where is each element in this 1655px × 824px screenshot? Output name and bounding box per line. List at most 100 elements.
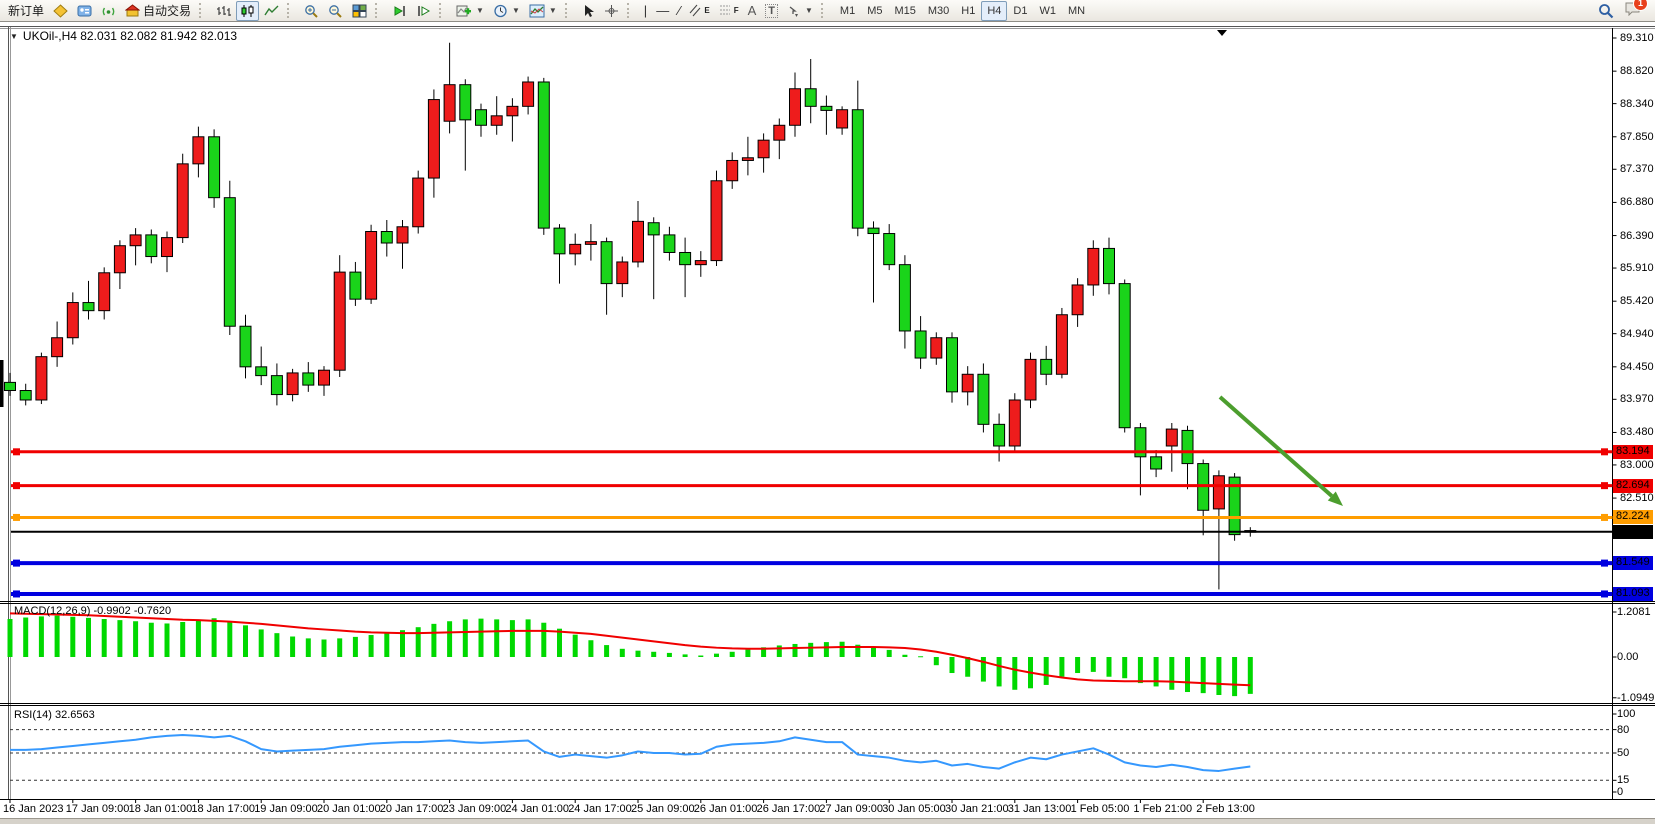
text-icon: A bbox=[747, 3, 757, 18]
channel-letter: E bbox=[704, 6, 710, 15]
vertical-line-button[interactable]: | bbox=[640, 1, 651, 21]
timeframe-m1[interactable]: M1 bbox=[839, 4, 856, 17]
zoom-out-button[interactable] bbox=[324, 1, 347, 21]
candlestick-icon bbox=[241, 4, 254, 17]
timeframe-h1[interactable]: H1 bbox=[961, 4, 976, 17]
text-label-icon: T bbox=[765, 3, 778, 18]
new-order-label: 新订单 bbox=[8, 4, 45, 18]
tile-windows-icon bbox=[352, 4, 367, 17]
template-chart-icon bbox=[529, 4, 545, 17]
zoom-out-icon bbox=[329, 4, 342, 18]
macd-signal-line bbox=[9, 612, 1251, 687]
hline-81.549[interactable] bbox=[11, 559, 1613, 567]
timeframe-m30[interactable]: M30 bbox=[927, 4, 950, 17]
trendline-icon: ∕ bbox=[678, 3, 681, 18]
toolbar-grip bbox=[439, 3, 448, 18]
ohlc-bars-icon bbox=[217, 5, 232, 16]
signal-broadcast-icon bbox=[102, 7, 115, 15]
search-icon[interactable] bbox=[1598, 3, 1614, 19]
periods-button[interactable]: ▼ bbox=[489, 1, 524, 21]
chart-shift-icon bbox=[418, 5, 431, 16]
candlestick-chart-button[interactable] bbox=[236, 0, 260, 21]
templates-button[interactable]: ▼ bbox=[525, 1, 561, 21]
timeframe-group: M1 M5 M15 M30 H1 H4 D1 W1 MN bbox=[834, 0, 1091, 21]
fibonacci-letter: F bbox=[733, 6, 739, 15]
cursor-arrow-icon bbox=[584, 4, 594, 17]
channel-icon bbox=[689, 4, 701, 17]
clock-icon bbox=[494, 4, 507, 17]
cursor-button[interactable] bbox=[578, 1, 599, 21]
timeframe-h4[interactable]: H4 bbox=[981, 0, 1008, 21]
chart-info-line: ▼ UKOil-,H4 82.031 82.082 81.942 82.013 bbox=[10, 29, 237, 43]
rsi-line bbox=[10, 734, 1251, 772]
clipped-candle bbox=[0, 360, 4, 407]
new-order-button[interactable]: 新订单 bbox=[4, 1, 48, 21]
toolbar-grip bbox=[564, 3, 574, 18]
text-button[interactable]: A bbox=[744, 1, 761, 21]
text-label-button[interactable]: T bbox=[761, 1, 782, 21]
auto-scroll-icon bbox=[394, 5, 405, 16]
toolbar-grip bbox=[626, 3, 636, 18]
accounts-button[interactable] bbox=[73, 1, 96, 21]
line-chart-icon bbox=[264, 5, 279, 15]
tile-windows-button[interactable] bbox=[348, 1, 371, 21]
toolbar-right: 1 bbox=[1598, 0, 1651, 21]
auto-trading-label: 自动交易 bbox=[143, 4, 192, 18]
indicators-icon bbox=[456, 5, 472, 16]
toolbar-grip bbox=[199, 3, 208, 18]
notifications-button[interactable]: 1 bbox=[1624, 0, 1648, 21]
macd-indicator-label: MACD(12,26,9) -0.9902 -0.7620 bbox=[14, 605, 172, 617]
window-bottom-edge bbox=[0, 818, 1655, 824]
chevron-down-icon: ▼ bbox=[476, 6, 484, 15]
signal-button[interactable] bbox=[97, 1, 120, 21]
symbol-ohlc-text: UKOil-,H4 82.031 82.082 81.942 82.013 bbox=[22, 29, 238, 43]
macd-panel bbox=[7, 612, 1253, 697]
crosshair-icon bbox=[604, 4, 618, 17]
hline-83.194[interactable] bbox=[11, 448, 1613, 456]
chart-shift-button[interactable] bbox=[412, 1, 435, 21]
timeframe-m15[interactable]: M15 bbox=[894, 4, 916, 17]
zoom-in-icon bbox=[305, 4, 318, 18]
timeframe-mn[interactable]: MN bbox=[1067, 4, 1086, 17]
auto-scroll-button[interactable] bbox=[388, 1, 411, 21]
hline-82.694[interactable] bbox=[11, 482, 1613, 490]
down-trend-arrow[interactable] bbox=[1218, 395, 1343, 506]
collapse-triangle-icon[interactable]: ▼ bbox=[10, 32, 18, 41]
toolbar: 新订单 自动交易 bbox=[0, 0, 1655, 22]
fibonacci-button[interactable]: F bbox=[715, 1, 743, 21]
timeframe-d1[interactable]: D1 bbox=[1013, 4, 1028, 17]
timeframe-w1[interactable]: W1 bbox=[1039, 4, 1056, 17]
bar-chart-button[interactable] bbox=[212, 1, 235, 21]
hline-82.224[interactable] bbox=[11, 513, 1613, 521]
accounts-chart-icon bbox=[77, 5, 92, 16]
arrows-button[interactable]: ▼ bbox=[783, 1, 817, 21]
chart-canvas bbox=[0, 26, 1655, 803]
equidistant-channel-button[interactable]: E bbox=[685, 1, 713, 21]
timeframe-m5[interactable]: M5 bbox=[867, 4, 883, 17]
hline-81.093[interactable] bbox=[11, 590, 1613, 598]
toolbar-grip bbox=[287, 3, 296, 18]
rsi-indicator-label: RSI(14) 32.6563 bbox=[14, 709, 95, 721]
trendline-button[interactable]: ∕ bbox=[674, 1, 684, 21]
horizontal-line-button[interactable]: — bbox=[652, 1, 673, 21]
gold-ingot-icon bbox=[53, 3, 68, 18]
notification-badge: 1 bbox=[1633, 0, 1648, 11]
chevron-down-icon: ▼ bbox=[511, 6, 520, 15]
arrows-icon bbox=[789, 6, 798, 17]
chart-window: 89.310 88.820 88.340 87.850 87.370 86.880 86.3… bbox=[0, 22, 1655, 818]
line-chart-button[interactable] bbox=[260, 1, 283, 21]
auto-trading-icon bbox=[125, 3, 141, 16]
candles bbox=[4, 42, 1257, 590]
crosshair-button[interactable] bbox=[600, 1, 623, 21]
zoom-in-button[interactable] bbox=[300, 1, 323, 21]
auto-trading-button[interactable]: 自动交易 bbox=[121, 1, 195, 21]
toolbar-grip bbox=[375, 3, 384, 18]
vertical-line-icon: | bbox=[643, 3, 648, 18]
rsi-panel bbox=[10, 729, 1613, 781]
indicators-button[interactable]: ▼ bbox=[452, 1, 488, 21]
chevron-down-icon: ▼ bbox=[548, 6, 557, 15]
gold-ingot-button[interactable] bbox=[49, 1, 72, 21]
shift-marker-icon[interactable] bbox=[1217, 30, 1227, 36]
fibonacci-icon bbox=[719, 5, 730, 15]
